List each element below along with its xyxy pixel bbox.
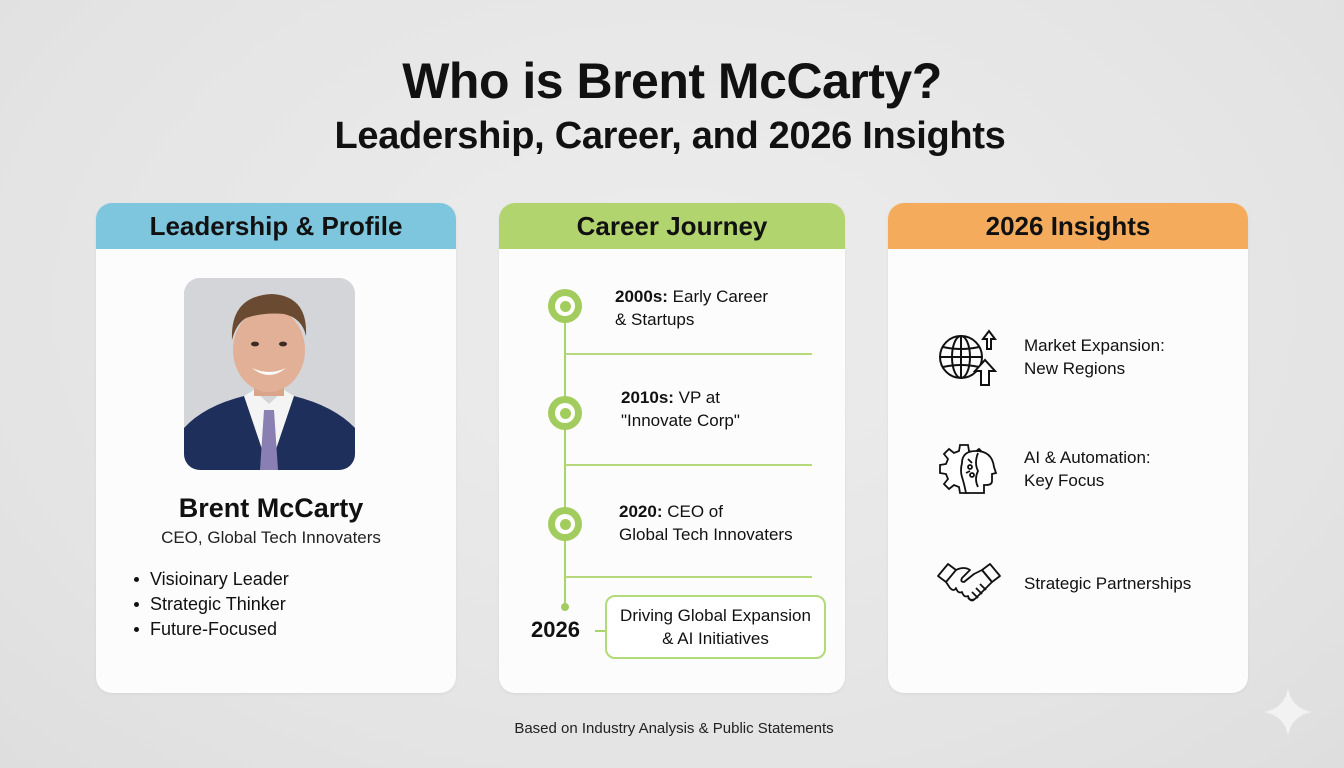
profile-photo <box>184 278 355 470</box>
page-subtitle: Leadership, Career, and 2026 Insights <box>334 115 1006 157</box>
timeline-node-icon <box>548 289 582 323</box>
sparkle-icon <box>1264 688 1312 736</box>
handshake-icon <box>936 553 1002 613</box>
profile-role: CEO, Global Tech Innovaters <box>161 528 381 547</box>
timeline-step-2000s: 2000s: Early Career & Startups <box>615 287 769 329</box>
timeline-node-icon <box>548 396 582 430</box>
insights-2026-card: 2026 Insights Market Expansion: New Regi… <box>888 203 1248 693</box>
card-header-career: Career Journey <box>499 203 845 249</box>
insight-text: AI & Automation: Key Focus <box>1024 448 1151 490</box>
trait-item: Visioinary Leader <box>134 567 289 592</box>
card-header-insights: 2026 Insights <box>888 203 1248 249</box>
insight-ai-automation: AI & Automation: Key Focus <box>936 439 1151 499</box>
timeline-line <box>564 318 566 608</box>
timeline-end-icon <box>561 603 569 611</box>
timeline-node-icon <box>548 507 582 541</box>
insight-text: Market Expansion: New Regions <box>1024 336 1165 378</box>
portrait-image <box>184 278 355 470</box>
insight-strategic-partnerships: Strategic Partnerships <box>936 553 1191 613</box>
final-year: 2026 <box>531 617 580 642</box>
gear-ai-head-icon <box>936 439 1002 499</box>
globe-growth-icon <box>936 327 1002 387</box>
card-header-profile: Leadership & Profile <box>96 203 456 249</box>
bullet-icon <box>134 602 139 607</box>
timeline-divider <box>565 464 812 466</box>
insight-text: Strategic Partnerships <box>1024 573 1192 593</box>
footer-note: Based on Industry Analysis & Public Stat… <box>514 720 834 737</box>
leadership-profile-card: Leadership & Profile Brent McCarty CEO, … <box>96 203 456 693</box>
bullet-icon <box>134 577 139 582</box>
insight-market-expansion: Market Expansion: New Regions <box>936 327 1165 387</box>
page-title: Who is Brent McCarty? <box>402 53 942 109</box>
timeline-step-2010s: 2010s: VP at "Innovate Corp" <box>621 388 740 430</box>
goal-2026-box: Driving Global Expansion & AI Initiative… <box>605 595 826 659</box>
trait-item: Strategic Thinker <box>134 592 289 617</box>
traits-list: Visioinary Leader Strategic Thinker Futu… <box>134 567 289 642</box>
timeline-step-2020: 2020: CEO of Global Tech Innovaters <box>619 502 793 544</box>
timeline-divider <box>565 576 812 578</box>
bullet-icon <box>134 627 139 632</box>
profile-name: Brent McCarty <box>178 493 364 523</box>
career-journey-card: Career Journey 2000s: Early Career & Sta… <box>499 203 845 693</box>
connector-line <box>595 630 605 632</box>
timeline-divider <box>565 353 812 355</box>
trait-item: Future-Focused <box>134 617 289 642</box>
